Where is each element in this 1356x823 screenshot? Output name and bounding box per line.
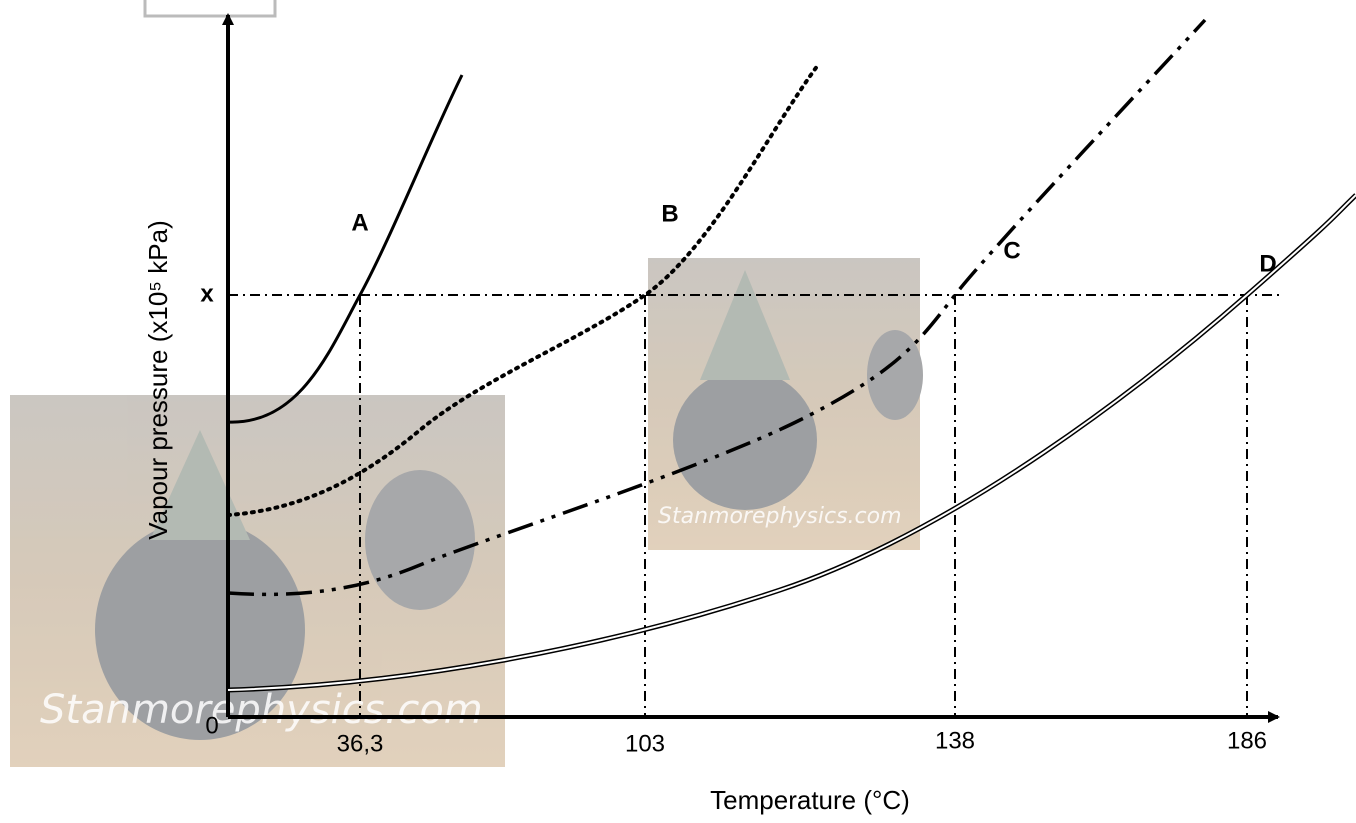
x-tick-label: 36,3	[337, 730, 384, 757]
curve-label: A	[351, 209, 368, 236]
x-tick-label: 186	[1227, 727, 1267, 754]
x-axis-title: Temperature (°C)	[710, 785, 910, 815]
x-tick-label: 138	[935, 727, 975, 754]
watermark-text: Stanmorephysics.com	[658, 504, 902, 529]
curve-label: D	[1259, 250, 1276, 277]
top-box	[145, 0, 275, 16]
diagram: Stanmorephysics.com Stanmorephysics.com …	[0, 0, 1356, 823]
y-axis-title: Vapour pressure (x10⁵ kPa)	[143, 220, 173, 540]
origin-label: 0	[205, 712, 218, 739]
curve-label: C	[1003, 237, 1020, 264]
y-tick-label: x	[200, 280, 214, 307]
watermark-text: Stanmorephysics.com	[40, 687, 483, 733]
curve-label: B	[661, 200, 678, 227]
curve-a	[228, 75, 462, 422]
x-tick-label: 103	[625, 730, 665, 757]
